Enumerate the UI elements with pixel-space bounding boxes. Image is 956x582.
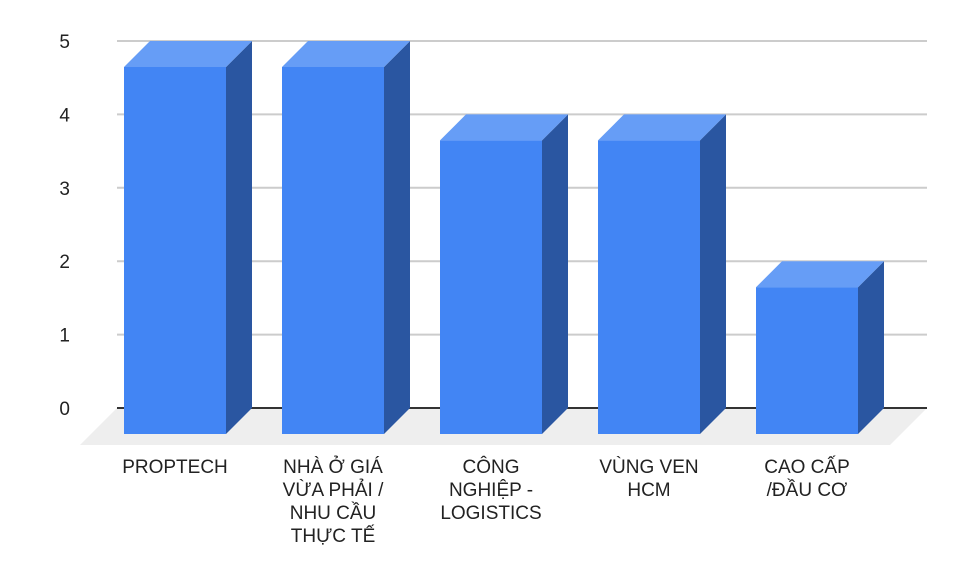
- y-tick-label: 2: [59, 252, 70, 273]
- y-tick-label: 1: [59, 326, 70, 347]
- bar: [124, 41, 252, 434]
- y-axis: 0 1 2 3 4 5: [59, 32, 70, 420]
- x-tick-label: VÙNG VEN HCM: [574, 456, 724, 502]
- bar-side-face: [700, 114, 726, 435]
- bar-front-face: [440, 140, 542, 434]
- x-tick-label: NHÀ Ở GIÁ VỪA PHẢI / NHU CẦU THỰC TẾ: [258, 456, 408, 548]
- y-tick-label: 3: [59, 179, 70, 200]
- x-tick-label-line: HCM: [627, 480, 671, 501]
- bar-side-face: [226, 41, 252, 434]
- x-tick-label: CAO CẤP/ĐẦU CƠ: [732, 456, 882, 502]
- bar-front-face: [756, 287, 858, 434]
- bar-top-face: [756, 261, 884, 288]
- x-tick-label: PROPTECH: [100, 456, 250, 479]
- bar: [440, 114, 568, 435]
- bar: [598, 114, 726, 435]
- x-tick-label-line: LOGISTICS: [440, 503, 542, 524]
- bar: [282, 41, 410, 434]
- bar-side-face: [384, 41, 410, 434]
- y-tick-label: 0: [59, 399, 70, 420]
- bar-top-face: [282, 41, 410, 67]
- bar-top-face: [598, 114, 726, 141]
- bar-side-face: [858, 261, 884, 434]
- bar-front-face: [124, 67, 226, 434]
- x-tick-label-line: NGHIỆP -: [448, 480, 534, 501]
- x-tick-label-line: NHÀ Ở GIÁ: [283, 457, 383, 478]
- x-tick-label-line: VÙNG VEN: [599, 457, 699, 478]
- bars: [124, 41, 884, 435]
- bar-front-face: [282, 67, 384, 434]
- x-tick-label-line: THỰC TẾ: [290, 526, 376, 547]
- x-tick-label-line: PROPTECH: [122, 457, 228, 478]
- y-tick-label: 5: [59, 32, 70, 53]
- x-tick-label-line: VỪA PHẢI /: [282, 480, 384, 501]
- y-tick-label: 4: [59, 105, 70, 126]
- x-tick-label-line: CAO CẤP: [764, 457, 850, 478]
- bar-side-face: [542, 114, 568, 435]
- x-tick-label: CÔNG NGHIỆP - LOGISTICS: [416, 456, 566, 525]
- x-tick-label-line: CÔNG: [462, 457, 520, 478]
- bar-top-face: [440, 114, 568, 141]
- x-tick-label-line: NHU CẦU: [289, 503, 377, 524]
- bar-front-face: [598, 140, 700, 434]
- bar-top-face: [124, 41, 252, 67]
- x-tick-label-line: /ĐẦU CƠ: [766, 480, 848, 501]
- bar: [756, 261, 884, 434]
